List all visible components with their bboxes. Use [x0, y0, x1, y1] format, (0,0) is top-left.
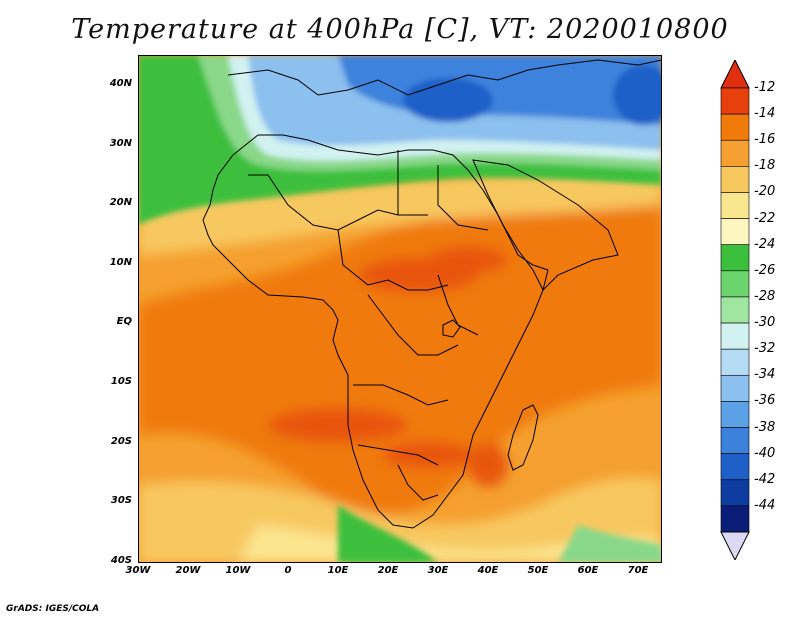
colorbar-swatch: [720, 113, 750, 141]
field-blue-dark-north: [403, 78, 493, 122]
arabia: [472, 159, 619, 291]
colorbar-swatch: [720, 453, 750, 481]
temperature-map: [138, 55, 662, 563]
y-tick-label: 30S: [110, 495, 132, 507]
x-tick-label: 0: [284, 565, 292, 576]
colorbar-swatch: [720, 192, 750, 219]
colorbar-label: -18: [754, 158, 776, 174]
border-6: [397, 464, 439, 501]
field-warm-max-4: [383, 441, 473, 469]
colorbar-label: -36: [754, 393, 776, 409]
field-warm-max-2: [428, 246, 508, 274]
colorbar-label: -38: [754, 419, 776, 435]
colorbar-label: -32: [754, 341, 776, 357]
y-tick-label: 10S: [110, 376, 132, 387]
field-blue-dark-northeast: [613, 65, 662, 125]
colorbar-swatch: [720, 270, 750, 298]
y-tick-label: 20N: [109, 197, 132, 209]
colorbar-label: -42: [754, 471, 776, 487]
colorbar-swatch: [720, 166, 750, 193]
credit-text: GrADS: IGES/COLA: [6, 604, 100, 614]
border-1: [248, 174, 399, 231]
colorbar-label: -26: [754, 262, 776, 278]
colorbar-swatch: [720, 401, 750, 428]
colorbar-label: -22: [754, 210, 776, 226]
colorbar-swatch: [720, 296, 750, 324]
colorbar-label: -34: [754, 367, 776, 383]
x-tick-label: 40E: [477, 565, 499, 576]
colorbar-label: -40: [754, 445, 776, 461]
colorbar-swatch: [720, 374, 750, 402]
colorbar-swatch: [720, 244, 750, 272]
colorbar-label: -24: [754, 236, 776, 252]
colorbar-label: -14: [754, 106, 776, 122]
border-3: [367, 294, 459, 356]
colorbar-swatch: [720, 218, 750, 246]
border-8: [397, 150, 428, 216]
x-tick-label: 20E: [377, 565, 399, 576]
lake-victoria: [442, 319, 461, 338]
field-warm-max-5: [468, 443, 508, 487]
colorbar-swatch: [720, 427, 750, 454]
x-tick-label: 30W: [125, 565, 151, 576]
colorbar-swatch: [720, 87, 750, 115]
africa-coastline: [202, 134, 549, 529]
map-title: Temperature at 400hPa [C], VT: 202001080…: [71, 14, 729, 45]
field-warm-belt: [138, 195, 662, 514]
field-green-light-south: [558, 525, 662, 563]
map-canvas: [138, 55, 662, 563]
coastlines: [202, 59, 662, 529]
europe-coast: [227, 59, 662, 96]
x-tick-label: 60E: [577, 565, 599, 576]
border-7: [437, 165, 489, 231]
x-tick-label: 70E: [627, 565, 649, 576]
colorbar-label: -44: [754, 497, 776, 513]
colorbar-swatch: [720, 348, 750, 376]
border-9: [437, 274, 479, 336]
y-tick-label: EQ: [116, 316, 132, 328]
border-5: [357, 444, 439, 466]
colorbar-swatch: [720, 139, 750, 167]
y-tick-label: 20S: [110, 435, 132, 447]
colorbar-label: -30: [754, 315, 776, 331]
x-tick-label: 50E: [527, 565, 549, 576]
y-tick-label: 30N: [109, 137, 132, 149]
colorbar-label: -12: [754, 80, 776, 95]
x-tick-label: 30E: [427, 565, 449, 576]
border-4: [353, 384, 449, 406]
colorbar-swatch: [720, 322, 750, 350]
colorbar-label: -28: [754, 288, 776, 304]
y-tick-label: 40S: [110, 554, 132, 566]
madagascar: [507, 404, 539, 471]
x-tick-label: 10W: [225, 565, 251, 576]
border-2: [337, 229, 449, 291]
colorbar-label: -20: [754, 184, 776, 200]
colorbar-under-triangle: [720, 531, 750, 560]
x-tick-label: 20W: [175, 565, 201, 576]
field-green-south: [338, 505, 438, 563]
colorbar: [720, 60, 750, 560]
field-warm-max-3: [268, 407, 408, 443]
y-tick-label: 40N: [109, 78, 132, 89]
colorbar-over-triangle: [720, 60, 750, 89]
x-tick-label: 10E: [327, 565, 349, 576]
colorbar-swatch: [720, 479, 750, 507]
colorbar-label: -16: [754, 132, 776, 148]
colorbar-swatch: [720, 505, 750, 533]
y-tick-label: 10N: [109, 256, 132, 268]
